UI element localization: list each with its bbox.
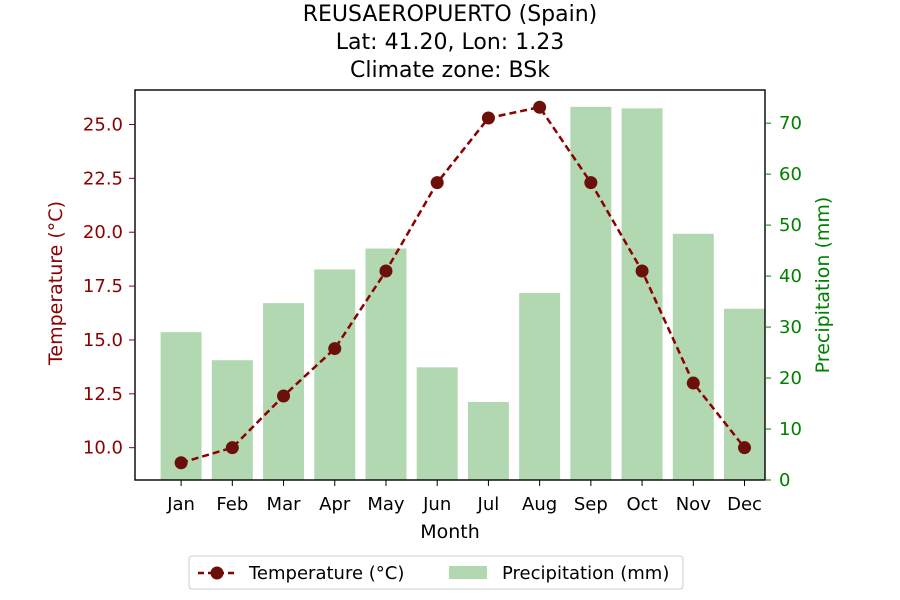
temperature-tick-label: 25.0	[83, 114, 123, 135]
precipitation-bar-oct	[621, 108, 663, 481]
precipitation-axis-label: Precipitation (mm)	[812, 197, 834, 374]
x-tick-label-sep: Sep	[574, 494, 608, 515]
x-tick-label-dec: Dec	[727, 494, 762, 515]
precipitation-tick-label: 30	[779, 317, 802, 338]
title-line-coordinates: Lat: 41.20, Lon: 1.23	[336, 30, 564, 55]
x-tick-label-oct: Oct	[627, 494, 658, 515]
legend-temperature-label: Temperature (°C)	[248, 563, 404, 584]
temperature-point-apr	[328, 342, 342, 356]
title-line-climate-zone: Climate zone: BSk	[350, 58, 550, 83]
precipitation-bar-jan	[160, 332, 202, 480]
temperature-tick-label: 10.0	[83, 438, 123, 459]
precipitation-bar-jul	[467, 402, 509, 480]
temperature-tick-label: 22.5	[83, 168, 123, 189]
plot-frame	[134, 89, 766, 481]
legend: Temperature (°C) Precipitation (mm)	[188, 555, 684, 590]
temperature-point-sep	[584, 176, 598, 190]
temperature-point-oct	[635, 264, 649, 278]
precipitation-axis: 0 10 20 30 40 50 60 70	[765, 113, 802, 491]
temperature-axis-label: Temperature (°C)	[45, 201, 67, 366]
x-axis: Jan Feb Mar Apr May Jun Jul Aug Sep Oct Nov Dec	[166, 480, 762, 515]
temperature-point-may	[379, 264, 393, 278]
precipitation-bar-may	[365, 248, 407, 480]
precipitation-bar-aug	[519, 292, 561, 480]
chart-title: REUSAEROPUERTO (Spain) Lat: 41.20, Lon: …	[303, 2, 598, 83]
legend-precipitation-label: Precipitation (mm)	[502, 563, 669, 584]
temperature-point-nov	[686, 376, 700, 390]
temperature-tick-label: 17.5	[83, 276, 123, 297]
legend-precipitation-swatch	[449, 566, 487, 579]
precipitation-bar-nov	[672, 233, 714, 480]
temperature-point-jan	[174, 456, 188, 470]
precipitation-bars	[160, 106, 765, 481]
temperature-point-aug	[533, 100, 547, 114]
x-tick-label-jul: Jul	[477, 494, 500, 515]
precipitation-tick-label: 70	[779, 113, 802, 134]
precipitation-tick-label: 20	[779, 368, 802, 389]
precipitation-tick-label: 50	[779, 215, 802, 236]
temperature-series-line	[180, 105, 746, 464]
precipitation-tick-label: 0	[779, 470, 790, 491]
temperature-line	[174, 100, 752, 470]
precipitation-tick-label: 40	[779, 266, 802, 287]
title-line-station: REUSAEROPUERTO (Spain)	[303, 2, 598, 27]
precipitation-bar-jun	[416, 367, 458, 480]
temperature-point-jul	[481, 111, 495, 125]
x-tick-label-aug: Aug	[522, 494, 557, 515]
precipitation-bar-dec	[724, 308, 765, 480]
precipitation-bar-sep	[570, 106, 612, 480]
x-axis-label: Month	[420, 521, 480, 543]
legend-temperature-swatch-marker	[210, 566, 224, 580]
legend-frame	[188, 555, 684, 590]
x-tick-label-nov: Nov	[676, 494, 711, 515]
temperature-point-feb	[225, 441, 239, 455]
precipitation-tick-label: 10	[779, 419, 802, 440]
temperature-point-mar	[277, 389, 291, 403]
temperature-point-dec	[738, 441, 752, 455]
x-tick-label-jan: Jan	[166, 494, 195, 515]
x-tick-label-may: May	[367, 494, 405, 515]
precipitation-bar-feb	[211, 360, 253, 480]
x-tick-label-feb: Feb	[216, 494, 248, 515]
x-tick-label-apr: Apr	[319, 494, 351, 515]
temperature-tick-label: 12.5	[83, 384, 123, 405]
plot-border	[134, 89, 766, 481]
temperature-axis: 10.0 12.5 15.0 17.5 20.0 22.5 25.0	[83, 114, 135, 459]
x-tick-label-jun: Jun	[422, 494, 451, 515]
temperature-tick-label: 20.0	[83, 222, 123, 243]
temperature-tick-label: 15.0	[83, 330, 123, 351]
precipitation-tick-label: 60	[779, 164, 802, 185]
x-tick-label-mar: Mar	[267, 494, 302, 515]
temperature-point-jun	[430, 176, 444, 190]
precipitation-bar-apr	[314, 269, 356, 480]
